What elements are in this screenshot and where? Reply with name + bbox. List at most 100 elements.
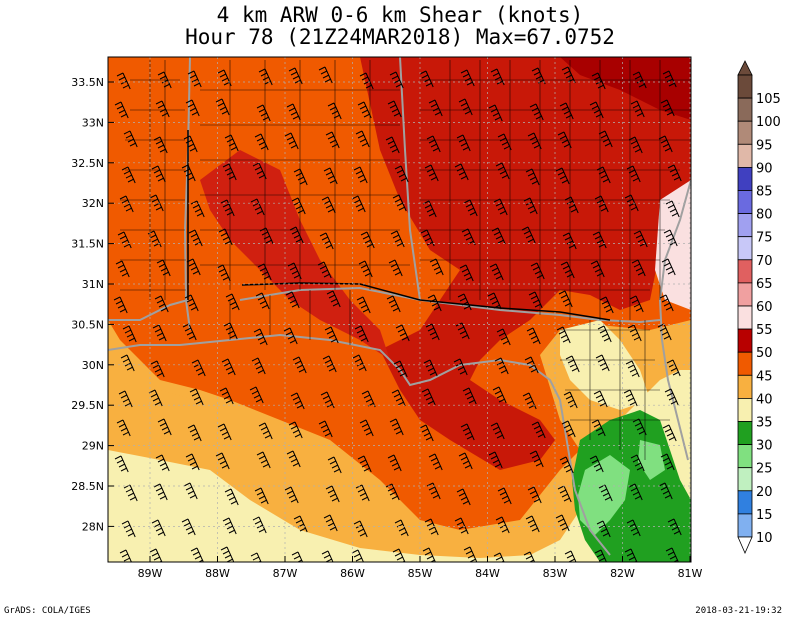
- wind-barb: [458, 98, 473, 116]
- field-40: [108, 370, 691, 562]
- wind-barb: [218, 228, 233, 246]
- wind-barb: [355, 484, 370, 502]
- wind-barb: [353, 166, 368, 184]
- lat-tick-label: 33.5N: [71, 76, 104, 89]
- wind-barb: [183, 135, 198, 153]
- wind-barb: [560, 261, 575, 279]
- wind-barb: [662, 424, 677, 442]
- wind-barb: [121, 520, 136, 538]
- wind-barb: [185, 99, 200, 117]
- wind-barb: [189, 388, 204, 406]
- wind-barb: [487, 292, 502, 310]
- wind-barb: [292, 356, 307, 374]
- lon-tick-label: 85W: [408, 567, 433, 580]
- wind-barb: [256, 104, 271, 122]
- wind-barb: [387, 454, 402, 472]
- wind-barb: [661, 258, 676, 276]
- wind-barb: [285, 291, 300, 309]
- wind-barb: [527, 132, 542, 150]
- wind-barb: [385, 136, 400, 154]
- latlon-grid: [108, 57, 691, 562]
- wind-barb: [531, 67, 546, 85]
- colorbar-label: 40: [756, 392, 773, 407]
- wind-barb: [223, 322, 238, 340]
- colorbar-swatch: [737, 282, 753, 307]
- wind-barb: [114, 455, 129, 473]
- wind-barb: [630, 100, 645, 118]
- wind-barb: [596, 520, 611, 538]
- wind-barb: [190, 547, 204, 562]
- lon-tick-label: 86W: [340, 567, 365, 580]
- wind-barb: [391, 389, 406, 407]
- lon-tick-label: 84W: [475, 567, 500, 580]
- wind-barb: [284, 486, 299, 504]
- wind-barb: [355, 130, 370, 148]
- colorbar-swatch: [737, 421, 753, 446]
- wind-barb: [359, 419, 374, 437]
- wind-barb: [219, 387, 234, 405]
- wind-barb: [288, 67, 303, 85]
- wind-barb: [425, 323, 440, 341]
- wind-barb: [256, 451, 271, 469]
- wind-barb: [318, 420, 333, 438]
- field-40-west: [108, 500, 260, 562]
- wind-barb: [490, 422, 505, 440]
- wind-barb: [590, 260, 605, 278]
- wind-barb: [259, 227, 274, 245]
- wind-barb: [222, 163, 237, 181]
- colorbar-label: 70: [756, 254, 773, 269]
- wind-barb: [627, 324, 642, 342]
- wind-barb: [123, 484, 138, 502]
- colorbar-swatch: [737, 513, 753, 538]
- wind-barb: [496, 328, 511, 346]
- wind-barb: [463, 199, 478, 217]
- longitude-axis: 89W 88W 87W 86W 85W 84W 83W 82W 81W: [138, 556, 703, 580]
- wind-barb: [253, 328, 268, 346]
- wind-barb: [293, 168, 308, 186]
- wind-barb: [591, 72, 606, 90]
- wind-barb: [626, 165, 641, 183]
- wind-barb: [155, 454, 170, 472]
- wind-barb: [632, 71, 647, 89]
- wind-barb: [665, 200, 680, 218]
- wind-barb: [530, 262, 545, 280]
- wind-barb: [592, 231, 607, 249]
- colorbar-swatch: [737, 120, 753, 145]
- wind-barb: [286, 103, 301, 121]
- wind-barb: [393, 360, 408, 378]
- wind-barb: [489, 263, 504, 281]
- wind-barb: [659, 294, 674, 312]
- wind-barb: [351, 195, 366, 213]
- wind-barb: [664, 388, 679, 406]
- lat-tick-label: 32.5N: [71, 157, 104, 170]
- wind-barb: [527, 486, 542, 504]
- wind-barb: [456, 488, 471, 506]
- wind-barb: [284, 132, 299, 150]
- wind-barb: [419, 70, 434, 88]
- wind-barb: [529, 450, 544, 468]
- wind-barb: [190, 200, 205, 218]
- colorbar-label: 60: [756, 300, 773, 315]
- colorbar-swatch: [737, 190, 753, 215]
- colorbar-swatch: [737, 97, 753, 122]
- wind-barb: [217, 69, 232, 87]
- wind-barb: [323, 514, 338, 532]
- wind-barb: [113, 296, 128, 314]
- wind-barb: [156, 259, 171, 277]
- wind-barb: [459, 264, 474, 282]
- colorbar-label: 20: [756, 485, 773, 500]
- wind-barb: [357, 101, 372, 119]
- colorbar-swatch: [737, 444, 753, 469]
- wind-barb: [593, 390, 608, 408]
- wind-barb: [667, 518, 682, 536]
- wind-barb: [424, 164, 439, 182]
- wind-barb: [660, 99, 675, 117]
- wind-barb: [324, 326, 339, 344]
- wind-barb: [119, 195, 134, 213]
- wind-barb: [531, 421, 546, 439]
- wind-barb: [595, 354, 610, 372]
- lat-tick-label: 28.5N: [71, 480, 104, 493]
- wind-barb: [589, 101, 604, 119]
- lat-tick-label: 32N: [82, 197, 104, 210]
- wind-barb: [555, 514, 570, 532]
